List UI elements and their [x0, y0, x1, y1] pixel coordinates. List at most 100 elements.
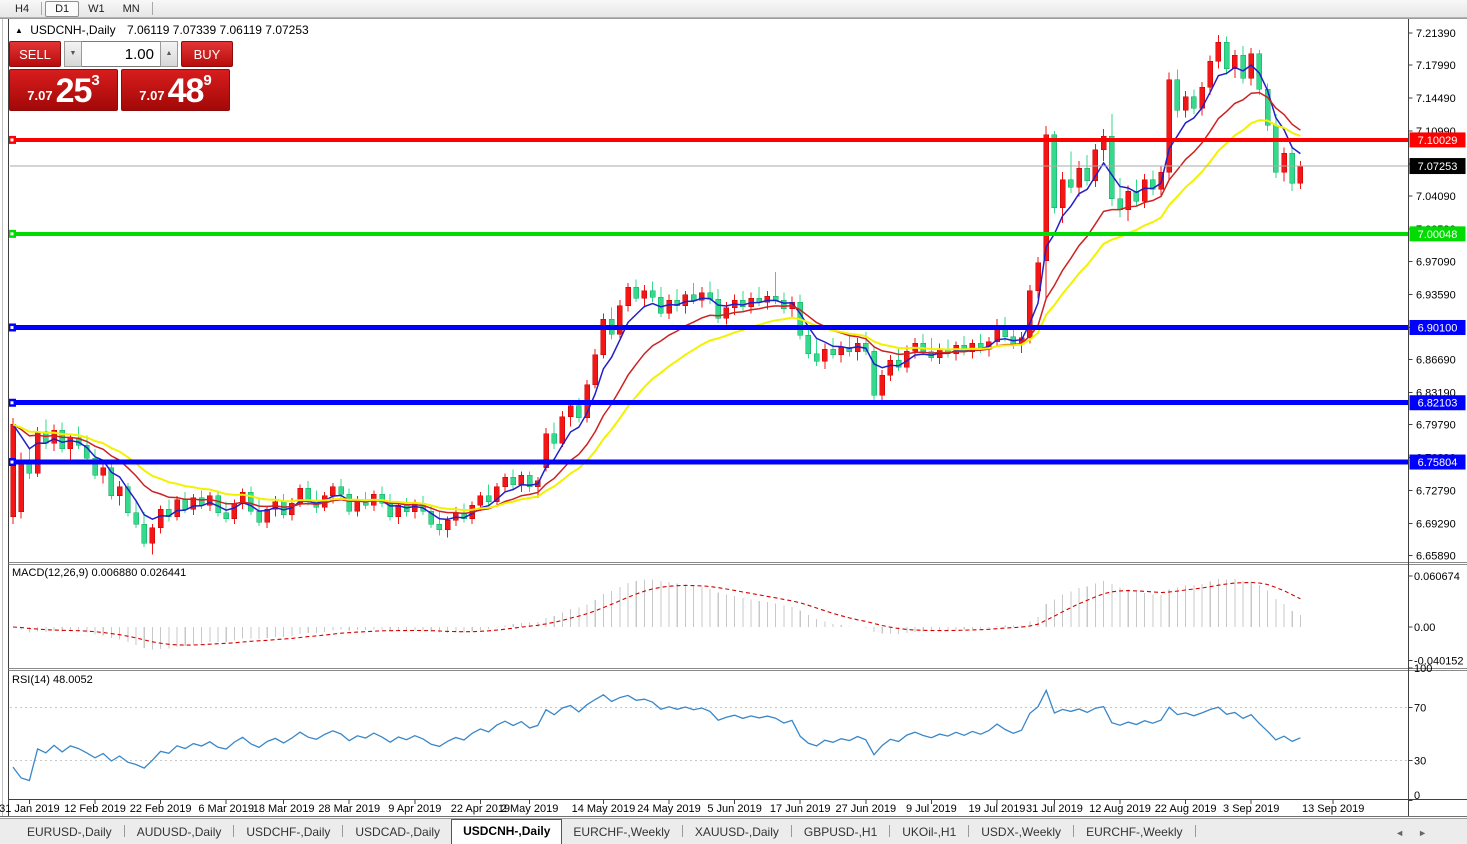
tab-usdcnh-daily[interactable]: USDCNH-,Daily — [451, 819, 563, 844]
tab-gbpusd-h1[interactable]: GBPUSD-,H1 — [803, 825, 878, 839]
volume-input[interactable] — [82, 41, 160, 67]
tab-ukoil-h1[interactable]: UKOil-,H1 — [902, 825, 957, 839]
timeframe-w1-button[interactable]: W1 — [88, 2, 105, 15]
candle-body — [666, 299, 672, 314]
candle-body — [633, 286, 639, 299]
candle-body — [887, 360, 894, 376]
candle-body — [846, 346, 853, 353]
tab-strip: EURUSD-,Daily AUDUSD-,Daily USDCHF-,Dail… — [0, 819, 1197, 844]
candle-body — [1289, 153, 1295, 184]
ma-slow-line — [12, 119, 1301, 512]
axis-label: 31 Jan 2019 — [0, 803, 60, 815]
candle-body — [1273, 124, 1279, 173]
chart-ohlc-values: 7.06119 7.07339 7.06119 7.07253 — [126, 23, 309, 37]
candle-body — [781, 299, 787, 309]
sell-price-prefix: 7.07 — [27, 88, 53, 103]
candle-body — [133, 512, 139, 525]
axis-label: 6.86690 — [1416, 355, 1456, 367]
toolbar-separator — [151, 2, 153, 15]
macd-pane — [12, 578, 1301, 650]
tab-eurchf-weekly[interactable]: EURCHF-,Weekly — [573, 825, 670, 839]
rsi-indicator-label: RSI(14) 48.0052 — [12, 674, 93, 686]
sell-price-box[interactable]: 7.07 25 3 — [9, 69, 118, 111]
axis-label: 28 Mar 2019 — [318, 803, 380, 815]
tab-scroll-controls: ◄ ► — [1395, 828, 1427, 838]
candle-body — [969, 343, 976, 353]
candle-body — [92, 458, 98, 476]
axis-label: 6.75804 — [1418, 457, 1458, 469]
tab-eurchf-weekly-2[interactable]: EURCHF-,Weekly — [1086, 825, 1183, 839]
tab-scroll-right-icon[interactable]: ► — [1418, 828, 1427, 838]
sell-button[interactable]: SELL — [9, 41, 61, 67]
candle-body — [567, 405, 574, 418]
candle-body — [1232, 55, 1238, 69]
candle-body — [141, 523, 147, 544]
buy-price-box[interactable]: 7.07 48 9 — [121, 69, 230, 111]
tab-audusd-daily[interactable]: AUDUSD-,Daily — [136, 825, 222, 839]
chart-title: ▲ USDCNH-,Daily 7.06119 7.07339 7.06119 … — [15, 23, 309, 37]
axis-label: 6.65890 — [1416, 550, 1456, 562]
axis-label: 6.90100 — [1418, 322, 1458, 334]
tab-usdx-weekly[interactable]: USDX-,Weekly — [981, 825, 1062, 839]
axis-label: 22 Aug 2019 — [1155, 803, 1217, 815]
tab-usdchf-daily[interactable]: USDCHF-,Daily — [246, 825, 331, 839]
candle-body — [84, 444, 90, 459]
timeframe-d1-button[interactable]: D1 — [45, 0, 80, 17]
candle-body — [625, 286, 631, 307]
axis-label: 24 May 2019 — [637, 803, 701, 815]
timeframe-toolbar: H4 D1 W1 MN — [0, 0, 1467, 18]
toolbar-separator — [41, 2, 43, 15]
candle-body — [822, 348, 828, 362]
candle-body — [559, 416, 566, 444]
axis-label: 6.72790 — [1416, 485, 1456, 497]
candle-body — [805, 334, 812, 355]
chart-tabbar: EURUSD-,Daily AUDUSD-,Daily USDCHF-,Dail… — [0, 818, 1467, 844]
candle-body — [502, 476, 508, 487]
candle-body — [1297, 165, 1304, 184]
candle-body — [518, 474, 525, 485]
buy-button[interactable]: BUY — [181, 41, 233, 67]
axis-label: 2 May 2019 — [501, 803, 558, 815]
candle-body — [108, 467, 115, 497]
timeframe-mn-button[interactable]: MN — [122, 2, 140, 15]
candle-body — [1240, 55, 1246, 79]
candle-body — [395, 505, 402, 517]
axis-label: 18 Mar 2019 — [253, 803, 315, 815]
macd-signal-line — [12, 581, 1301, 646]
candle-body — [477, 495, 484, 506]
tab-xauusd-daily[interactable]: XAUUSD-,Daily — [694, 825, 779, 839]
candle-body — [428, 510, 434, 525]
axis-label: 9 Jul 2019 — [906, 803, 957, 815]
axis-label: 6 Mar 2019 — [198, 803, 254, 815]
candle-body — [592, 354, 598, 386]
candle-body — [682, 294, 689, 307]
candle-body — [1174, 79, 1181, 111]
candle-body — [174, 499, 180, 517]
level-line-handle-dot — [10, 401, 14, 405]
timeframe-h4-button[interactable]: H4 — [15, 2, 30, 15]
candle-body — [1068, 179, 1074, 188]
level-line-handle-dot — [10, 460, 14, 464]
volume-increase-button[interactable]: ▲ — [160, 41, 178, 67]
candle-body — [485, 495, 492, 502]
candle-body — [330, 486, 336, 497]
candle-body — [1166, 79, 1172, 173]
axis-label: 6.82103 — [1418, 398, 1458, 410]
collapse-triangle-icon[interactable]: ▲ — [15, 26, 23, 35]
tab-usdcad-daily[interactable]: USDCAD-,Daily — [355, 825, 441, 839]
volume-decrease-button[interactable]: ▼ — [64, 41, 82, 67]
tab-eurusd-daily[interactable]: EURUSD-,Daily — [27, 825, 112, 839]
candle-body — [444, 520, 451, 531]
candle-body — [690, 294, 697, 301]
axis-label: 14 May 2019 — [572, 803, 636, 815]
candle-body — [838, 346, 844, 356]
axis-label: 22 Apr 2019 — [451, 803, 510, 815]
candle-body — [10, 424, 16, 517]
candle-body — [256, 510, 262, 523]
candle-body — [1191, 96, 1197, 109]
chart-window — [0, 18, 1467, 818]
candle-body — [649, 290, 656, 298]
tab-scroll-left-icon[interactable]: ◄ — [1395, 828, 1405, 838]
candle-body — [699, 292, 705, 301]
